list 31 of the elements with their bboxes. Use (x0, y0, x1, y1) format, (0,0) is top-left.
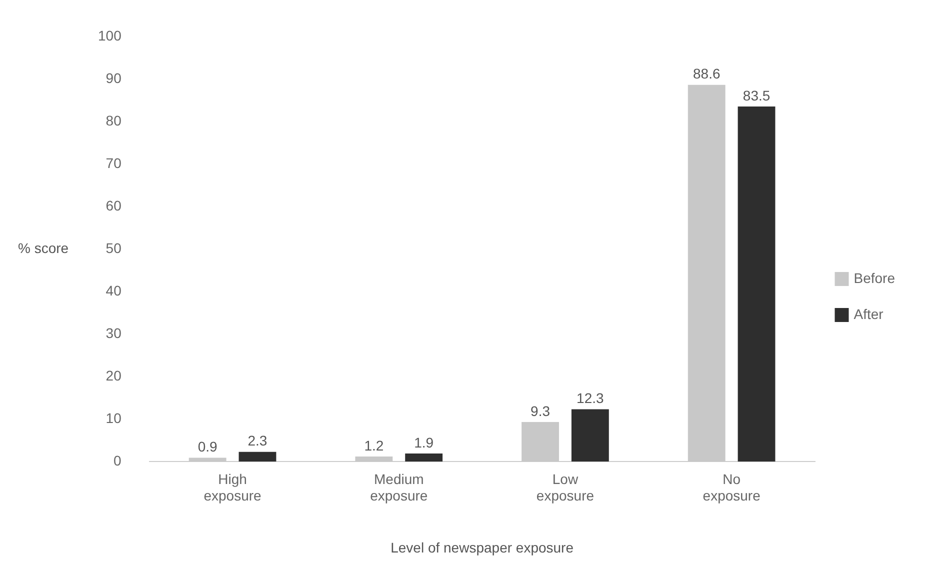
data-label: 83.5 (742, 87, 770, 104)
data-label: 1.9 (414, 434, 434, 450)
x-tick-label: High exposure (204, 470, 262, 504)
legend-label: After (854, 306, 884, 322)
y-tick-label: 70 (106, 154, 122, 171)
legend-label: Before (854, 270, 896, 286)
x-tick-label: No exposure (702, 470, 761, 504)
x-tick-label: Medium exposure (370, 470, 428, 504)
data-label: 9.3 (530, 402, 550, 419)
bar (238, 452, 276, 462)
y-axis-title: % score (18, 240, 69, 256)
y-tick-label: 50 (106, 240, 122, 256)
data-label: 0.9 (198, 438, 218, 455)
y-tick-label: 100 (98, 27, 122, 44)
y-tick-label: 10 (106, 410, 122, 426)
bar (738, 106, 776, 462)
x-axis-title: Level of newspaper exposure (390, 539, 574, 556)
y-tick-label: 30 (106, 324, 122, 341)
y-tick-label: 40 (106, 282, 122, 298)
data-label: 1.2 (364, 437, 384, 454)
bar (405, 454, 443, 462)
data-label: 12.3 (576, 390, 604, 406)
y-tick-label: 0 (114, 452, 122, 468)
data-label: 2.3 (248, 432, 268, 449)
y-tick-label: 80 (106, 112, 122, 128)
y-tick-label: 60 (106, 197, 122, 214)
x-tick-label: Low exposure (536, 470, 594, 504)
data-label: 88.6 (693, 66, 720, 82)
y-tick-label: 90 (106, 70, 122, 86)
bar (571, 409, 609, 462)
y-tick-label: 20 (106, 367, 122, 384)
